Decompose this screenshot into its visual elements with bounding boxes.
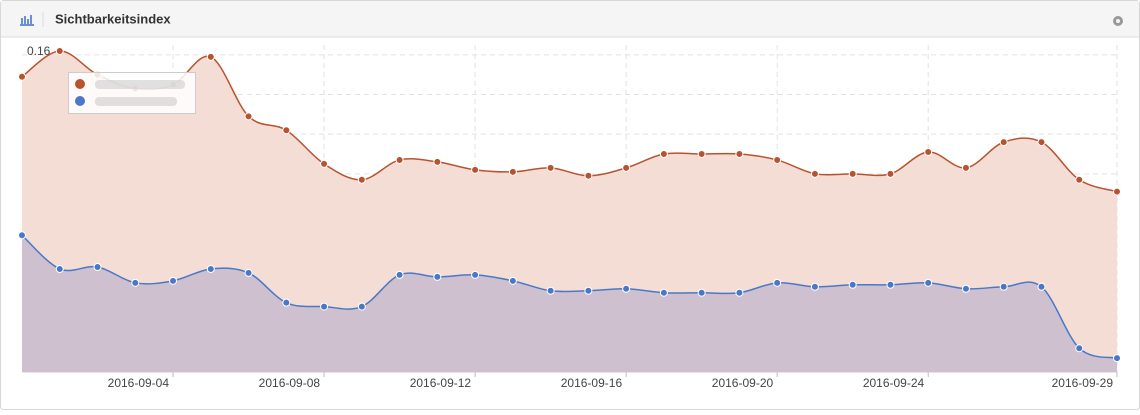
area [22, 50, 1117, 373]
point [999, 138, 1008, 147]
point [697, 150, 706, 158]
x-tick-label: 2016-09-12 [410, 376, 472, 390]
legend [68, 72, 196, 114]
legend-blur [95, 80, 185, 89]
point [622, 163, 631, 172]
point [471, 270, 480, 279]
x-tick-label: 2016-09-20 [712, 376, 774, 390]
point [886, 280, 895, 289]
point [848, 169, 857, 178]
point [1075, 175, 1084, 184]
point [848, 280, 857, 289]
point [659, 150, 668, 158]
point [659, 288, 668, 297]
point [320, 302, 329, 311]
point [55, 46, 64, 55]
x-tick-label: 2016-09-16 [561, 376, 623, 390]
point [18, 231, 26, 240]
legend-marker [75, 96, 85, 106]
point [773, 155, 782, 164]
point [395, 155, 404, 164]
point [773, 278, 782, 287]
y-tick-label: 0.16 [27, 44, 51, 58]
point [697, 288, 706, 297]
x-tick-label: 2016-09-24 [863, 376, 925, 390]
chart-icon [20, 15, 34, 26]
chart-title: Sichtbarkeitsindex [55, 11, 171, 26]
point [810, 169, 819, 178]
point [508, 167, 517, 176]
point [546, 286, 555, 295]
point [395, 270, 404, 279]
point [810, 282, 819, 291]
x-tick-label: 2016-09-08 [259, 376, 321, 390]
point [357, 302, 366, 311]
point [924, 148, 933, 157]
point [1113, 187, 1121, 196]
area [22, 235, 1117, 372]
point [282, 298, 291, 307]
point [1037, 282, 1046, 291]
point [433, 272, 442, 281]
point [320, 159, 329, 168]
legend-marker [75, 79, 85, 89]
plot: 00.020.040.060.080.10.120.140.162016-09-… [18, 44, 1121, 390]
header [1, 1, 1139, 37]
point [508, 276, 517, 285]
point [886, 169, 895, 178]
point [244, 112, 253, 121]
point [735, 288, 744, 297]
point [244, 268, 253, 277]
point [961, 284, 970, 293]
point [93, 262, 102, 271]
point [55, 264, 64, 273]
point [131, 278, 140, 287]
x-tick-label: 2016-09-29 [1052, 376, 1114, 390]
point [1075, 344, 1084, 353]
x-tick-label: 2016-09-04 [108, 376, 170, 390]
legend-blur [95, 97, 177, 106]
point [169, 276, 178, 285]
point [18, 72, 26, 81]
point [622, 284, 631, 293]
point [961, 163, 970, 172]
point [584, 171, 593, 180]
point [546, 163, 555, 172]
point [206, 264, 215, 273]
point [1113, 354, 1121, 363]
point [282, 126, 291, 135]
point [584, 286, 593, 295]
point [206, 52, 215, 61]
point [999, 282, 1008, 291]
point [471, 165, 480, 174]
legend-box [68, 72, 196, 114]
point [924, 278, 933, 287]
point [1037, 138, 1046, 147]
point [357, 175, 366, 184]
point [735, 150, 744, 158]
point [433, 157, 442, 166]
settings-icon[interactable] [1113, 16, 1123, 26]
